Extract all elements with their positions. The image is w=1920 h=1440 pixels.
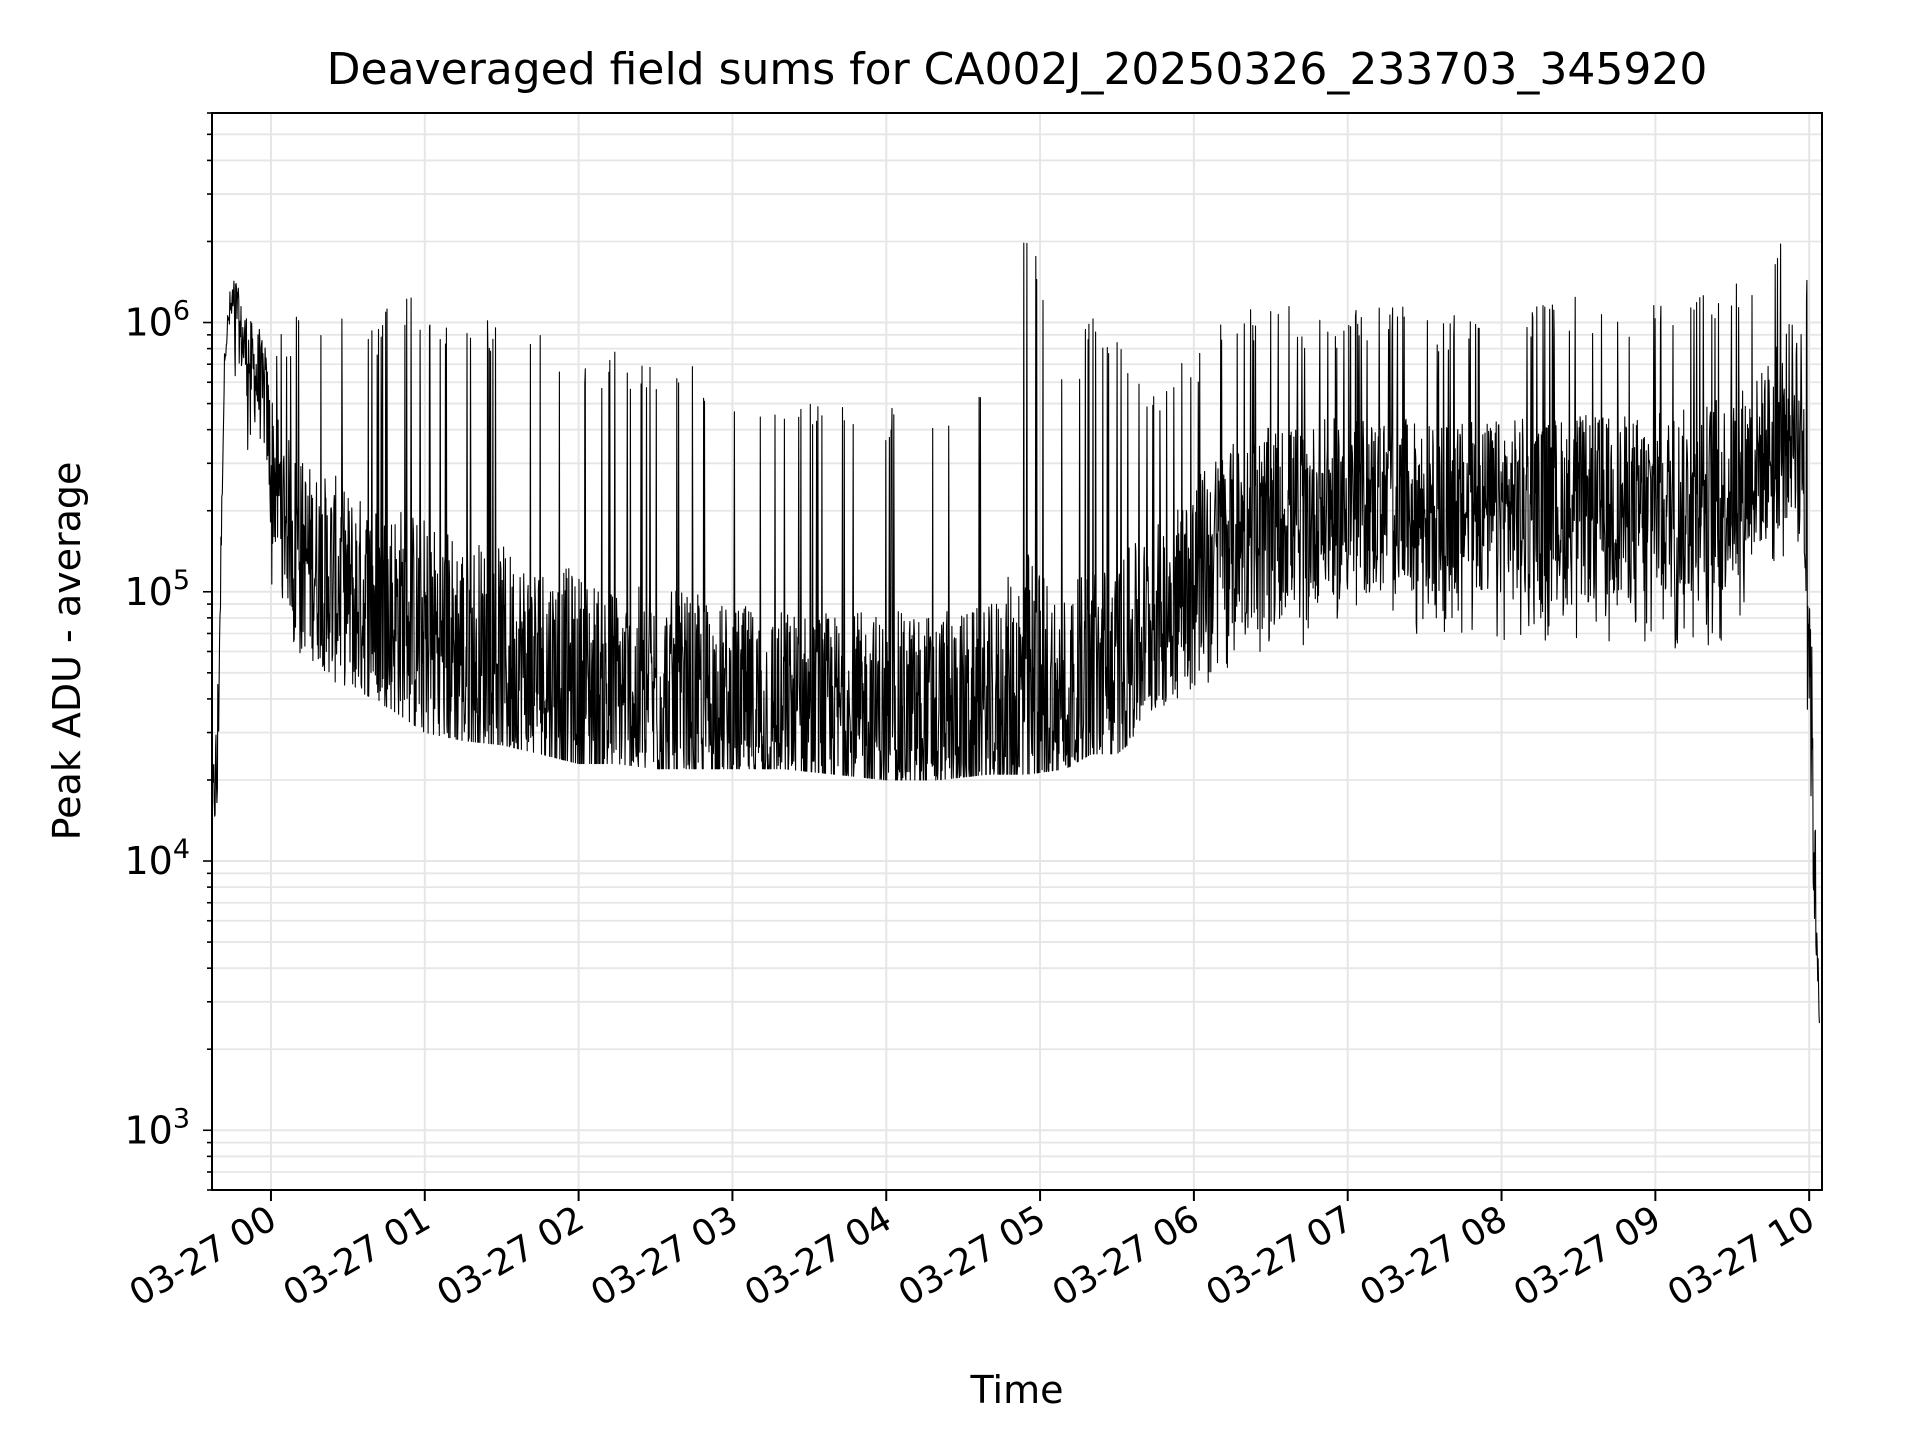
series-line	[211, 242, 1820, 1024]
x-axis-label: Time	[970, 1368, 1064, 1412]
y-tick-base: 10	[124, 839, 172, 883]
y-tick-label: 105	[124, 565, 190, 614]
y-tick-label: 103	[124, 1103, 190, 1152]
y-tick-base: 10	[124, 1108, 172, 1152]
y-tick-exponent: 4	[173, 834, 190, 865]
y-tick-exponent: 3	[173, 1103, 190, 1134]
y-tick-label: 104	[124, 834, 190, 883]
series-layer	[211, 242, 1820, 1024]
y-tick-base: 10	[124, 301, 172, 345]
grid-layer	[212, 112, 1822, 1191]
y-tick-exponent: 5	[173, 565, 190, 596]
chart-title: Deaveraged field sums for CA002J_2025032…	[327, 44, 1708, 95]
y-tick-base: 10	[124, 570, 172, 614]
y-tick-label: 106	[124, 296, 190, 345]
y-tick-exponent: 6	[173, 296, 190, 327]
y-axis-label: Peak ADU - average	[45, 462, 89, 841]
